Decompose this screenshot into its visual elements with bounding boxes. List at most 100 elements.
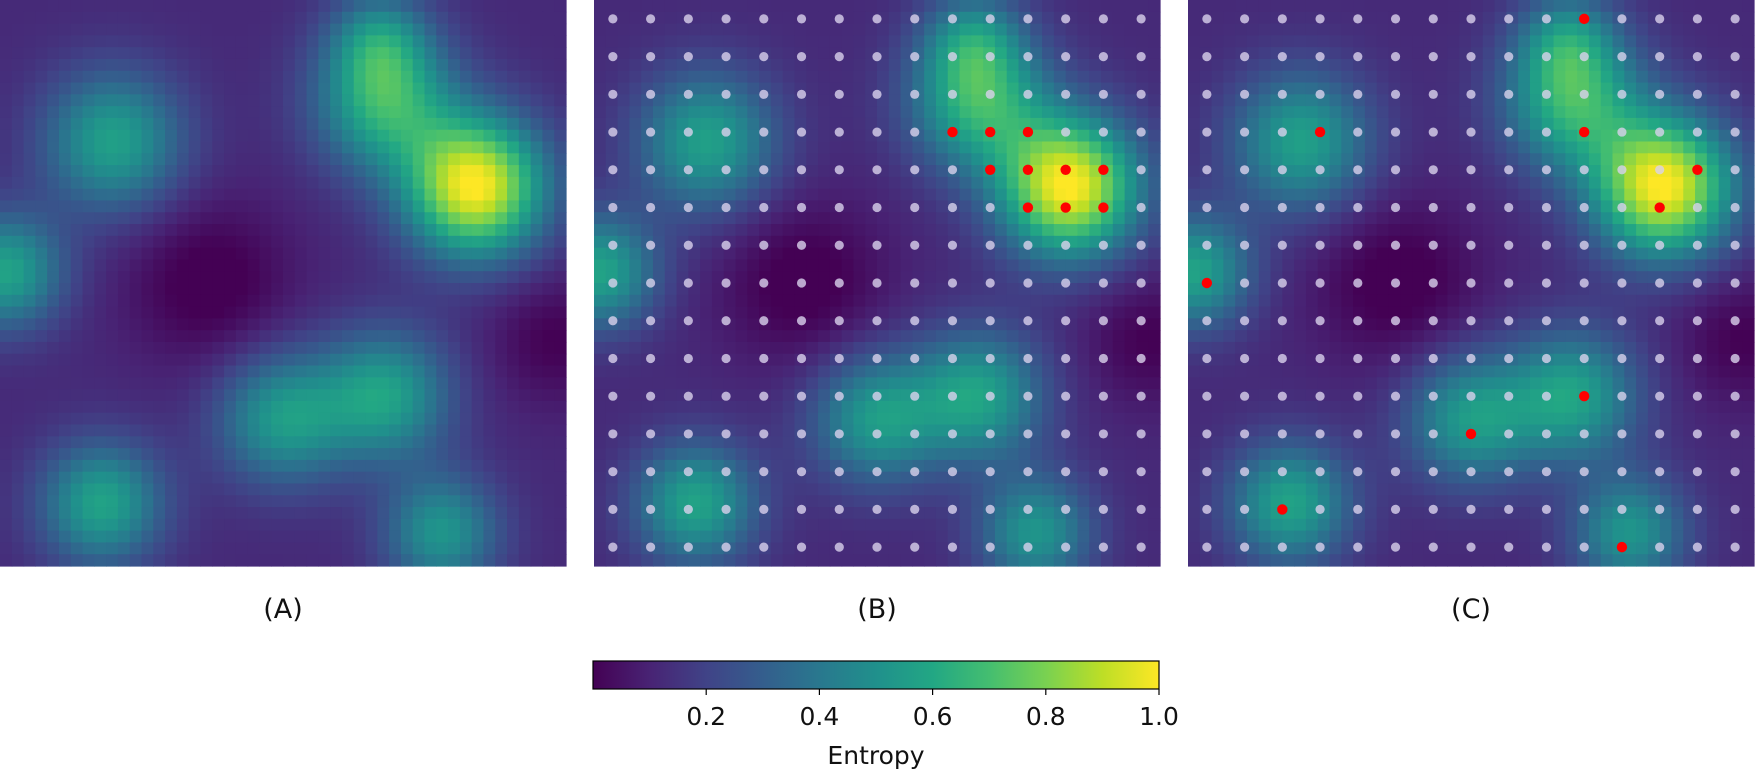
grid-point xyxy=(721,429,731,439)
grid-point xyxy=(1023,467,1033,477)
grid-point xyxy=(1315,89,1325,99)
grid-point xyxy=(1655,391,1665,401)
grid-point xyxy=(721,542,731,552)
selected-point xyxy=(1098,202,1109,213)
grid-point xyxy=(1692,467,1702,477)
grid-point xyxy=(834,14,844,24)
grid-point xyxy=(1579,278,1589,288)
grid-point xyxy=(1730,240,1740,250)
grid-point xyxy=(834,429,844,439)
grid-point xyxy=(759,278,769,288)
grid-point xyxy=(947,542,958,552)
grid-point xyxy=(646,278,656,288)
grid-point xyxy=(1504,429,1514,439)
grid-point xyxy=(947,316,958,326)
grid-point xyxy=(1692,504,1702,514)
selected-point xyxy=(1098,164,1109,175)
grid-point xyxy=(1504,316,1514,326)
grid-point xyxy=(1315,467,1325,477)
grid-point xyxy=(1504,240,1514,250)
grid-point xyxy=(1617,316,1627,326)
grid-point xyxy=(1202,52,1212,62)
grid-point xyxy=(1579,240,1589,250)
grid-point xyxy=(1202,165,1212,175)
grid-point xyxy=(1098,353,1108,364)
grid-point xyxy=(947,504,958,514)
grid-point xyxy=(834,52,844,62)
grid-point xyxy=(1202,316,1212,326)
grid-point xyxy=(796,542,807,552)
grid-point xyxy=(1390,353,1401,364)
grid-point xyxy=(1579,353,1589,364)
grid-point xyxy=(683,391,693,401)
panel-c: (C) xyxy=(1188,0,1755,625)
grid-point xyxy=(1617,165,1627,175)
grid-point xyxy=(1466,127,1476,137)
grid-point xyxy=(1061,504,1071,514)
grid-point xyxy=(834,316,844,326)
grid-point xyxy=(1541,165,1552,175)
grid-point xyxy=(1315,14,1325,24)
grid-point xyxy=(1428,316,1438,326)
grid-point xyxy=(985,542,995,552)
grid-point xyxy=(910,391,920,401)
grid-point xyxy=(683,429,693,439)
grid-point xyxy=(1730,52,1740,62)
grid-point xyxy=(834,202,844,213)
grid-point xyxy=(1617,14,1627,24)
grid-point xyxy=(1061,391,1071,401)
grid-point xyxy=(608,353,618,364)
grid-point xyxy=(1277,14,1287,24)
selected-point xyxy=(1060,164,1071,175)
grid-point xyxy=(1617,89,1627,99)
grid-point xyxy=(1655,504,1665,514)
grid-point xyxy=(1136,240,1146,250)
grid-point xyxy=(947,14,958,24)
grid-point xyxy=(1655,240,1665,250)
grid-point xyxy=(1730,316,1740,326)
grid-point xyxy=(1390,278,1401,288)
grid-point xyxy=(1504,165,1514,175)
grid-point xyxy=(1504,391,1514,401)
grid-point xyxy=(1277,165,1287,175)
grid-point xyxy=(1428,165,1438,175)
grid-point xyxy=(1428,240,1438,250)
grid-point xyxy=(1136,467,1146,477)
grid-point xyxy=(1098,316,1108,326)
grid-point xyxy=(608,467,618,477)
grid-point xyxy=(1390,542,1401,552)
grid-point xyxy=(683,127,693,137)
grid-point xyxy=(1617,278,1627,288)
heatmap-panels: (A) (B) (C) xyxy=(0,0,1755,625)
grid-point xyxy=(947,467,958,477)
grid-point xyxy=(1466,165,1476,175)
grid-point xyxy=(1353,278,1363,288)
grid-point xyxy=(1541,467,1552,477)
grid-point xyxy=(1136,52,1146,62)
grid-point xyxy=(1023,89,1033,99)
grid-point xyxy=(1617,429,1627,439)
grid-point xyxy=(1541,542,1552,552)
grid-point xyxy=(872,504,882,514)
grid-point xyxy=(1730,14,1740,24)
grid-point xyxy=(1504,504,1514,514)
grid-point xyxy=(1692,127,1702,137)
grid-point xyxy=(1541,89,1552,99)
grid-point xyxy=(1277,52,1287,62)
grid-point xyxy=(1692,14,1702,24)
grid-point xyxy=(796,165,807,175)
grid-point xyxy=(1353,467,1363,477)
grid-point xyxy=(796,278,807,288)
grid-point xyxy=(1579,467,1589,477)
grid-point xyxy=(910,353,920,364)
grid-point xyxy=(608,504,618,514)
colorbar-tick-label: 0.6 xyxy=(913,702,953,731)
grid-point xyxy=(985,89,995,99)
grid-point xyxy=(985,278,995,288)
grid-point xyxy=(985,202,995,213)
grid-point xyxy=(1061,429,1071,439)
grid-point xyxy=(1504,52,1514,62)
grid-point xyxy=(1504,353,1514,364)
grid-point xyxy=(1277,316,1287,326)
grid-point xyxy=(1136,89,1146,99)
